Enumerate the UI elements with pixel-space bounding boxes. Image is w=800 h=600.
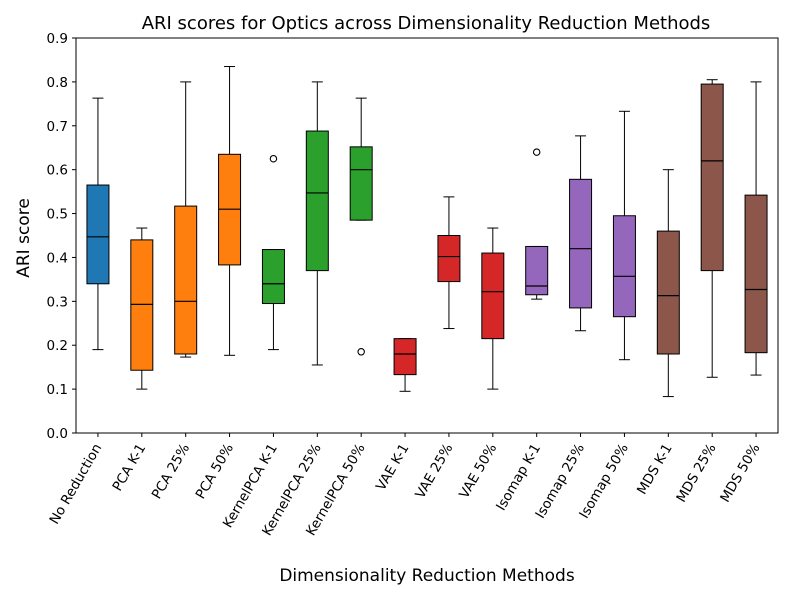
plot-frame xyxy=(75,37,779,434)
x-tick-label: PCA 50% xyxy=(193,441,237,502)
x-tick-label: PCA K-1 xyxy=(109,441,149,494)
y-tick-label: 0.7 xyxy=(47,119,68,135)
y-tick-label: 0.1 xyxy=(47,382,68,398)
x-tick-label: PCA 25% xyxy=(149,441,193,502)
iqr-box xyxy=(700,83,724,272)
box-vae-50- xyxy=(481,227,505,390)
x-tick-label: VAE K-1 xyxy=(373,441,413,493)
y-tick-label: 0.6 xyxy=(47,163,68,179)
y-tick-label: 0.0 xyxy=(47,426,68,442)
iqr-box xyxy=(656,230,680,355)
x-tick-label: No Reduction xyxy=(46,441,105,527)
iqr-box xyxy=(305,130,329,272)
box-pca-50- xyxy=(218,66,242,356)
iqr-box xyxy=(261,249,285,305)
x-axis-label: Dimensionality Reduction Methods xyxy=(279,566,575,586)
box-isomap-25- xyxy=(569,135,593,332)
box-vae-25- xyxy=(437,196,461,330)
box-kernelpca-50- xyxy=(349,97,373,356)
x-tick-label: MDS 25% xyxy=(673,441,719,505)
box-isomap-k-1 xyxy=(525,148,549,300)
box-isomap-50- xyxy=(612,110,636,361)
box-pca-25- xyxy=(174,81,198,358)
box-kernelpca-k-1 xyxy=(261,154,285,351)
box-mds-k-1 xyxy=(656,169,680,398)
box-kernelpca-25- xyxy=(305,81,329,366)
x-tick-label: VAE 25% xyxy=(412,441,456,501)
outlier-point xyxy=(532,148,541,156)
box-mds-25- xyxy=(700,79,724,378)
x-tick-label: Isomap K-1 xyxy=(493,441,544,513)
y-tick-label: 0.2 xyxy=(47,338,68,354)
iqr-box xyxy=(349,146,373,221)
outlier-point xyxy=(357,348,365,356)
x-tick-label: MDS K-1 xyxy=(634,441,676,497)
x-tick-label: MDS 50% xyxy=(717,441,763,505)
iqr-box xyxy=(525,245,549,296)
plot-area: 0.0 0.1 0.2 0.3 0.4 0.5 0.6 0.7 0.8 0.9 No Reducti… xyxy=(46,31,779,539)
box-mds-50- xyxy=(744,81,768,376)
box-no-reduction xyxy=(86,97,110,351)
y-tick-label: 0.3 xyxy=(47,294,68,310)
iqr-box xyxy=(174,205,198,355)
box-vae-k-1 xyxy=(393,338,417,392)
outlier-point xyxy=(269,154,278,163)
iqr-box xyxy=(393,338,417,376)
y-tick-label: 0.8 xyxy=(47,75,68,91)
y-tick-label: 0.5 xyxy=(47,207,68,223)
iqr-box xyxy=(612,215,636,318)
iqr-box xyxy=(86,184,110,285)
x-tick-label: VAE 50% xyxy=(456,441,500,501)
iqr-box xyxy=(130,239,154,371)
iqr-box xyxy=(481,252,505,340)
y-axis-label: ARI score xyxy=(14,198,34,278)
chart-title: ARI scores for Optics across Dimensional… xyxy=(142,13,711,34)
y-tick-label: 0.4 xyxy=(47,250,68,266)
iqr-box xyxy=(744,194,768,354)
y-tick-label: 0.9 xyxy=(47,31,68,47)
iqr-box xyxy=(569,178,593,309)
box-pca-k-1 xyxy=(130,227,154,390)
iqr-box xyxy=(437,235,461,283)
